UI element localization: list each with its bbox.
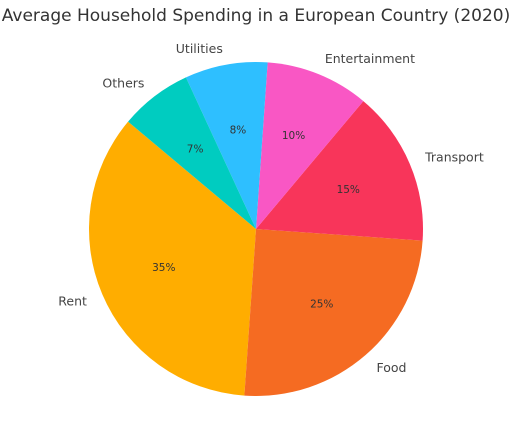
pie-value-label-transport: 15%: [337, 184, 360, 196]
pie-category-label-rent: Rent: [58, 293, 87, 308]
pie-value-label-entertainment: 10%: [282, 130, 305, 142]
pie-labels: 35% Rent 25% Food 15% Transport 10% Entertainme…: [58, 41, 484, 375]
pie-slice-utilities: [185, 61, 268, 229]
pie-value-label-others: 7%: [187, 143, 204, 155]
pie-slice-transport: [256, 101, 424, 241]
pie-category-label-transport: Transport: [424, 150, 484, 165]
chart-title: Average Household Spending in a European…: [2, 6, 510, 26]
pie-slices: [88, 61, 424, 397]
pie-value-label-utilities: 8%: [230, 124, 247, 136]
pie-slice-entertainment: [256, 62, 364, 230]
pie-category-label-food: Food: [377, 360, 407, 375]
pie-category-label-utilities: Utilities: [176, 41, 223, 56]
pie-slice-food: [244, 229, 423, 397]
pie-category-label-entertainment: Entertainment: [325, 51, 415, 66]
pie-value-label-food: 25%: [310, 299, 333, 311]
pie-slice-others: [128, 77, 256, 230]
pie-value-label-rent: 35%: [152, 262, 175, 274]
pie-category-label-others: Others: [102, 76, 144, 91]
pie-slice-rent: [88, 121, 256, 396]
